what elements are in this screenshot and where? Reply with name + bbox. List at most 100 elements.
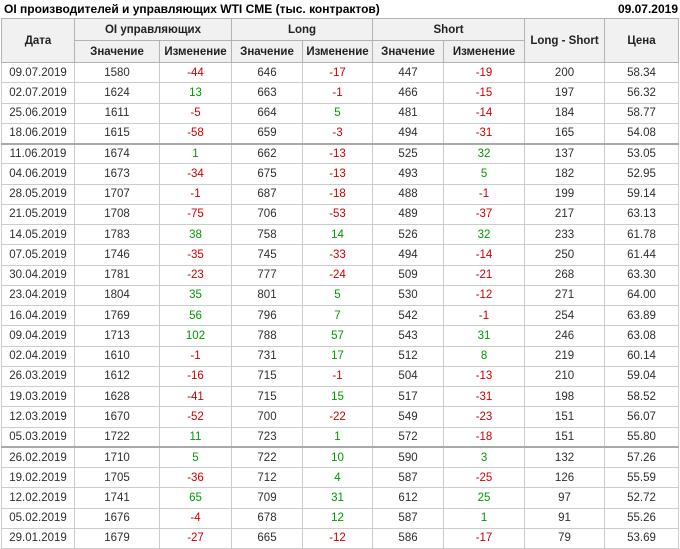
cell-oi-change: 102 [159,325,232,347]
cell-oi-change: -75 [159,203,232,226]
cell-long-short: 217 [524,203,606,226]
cell-long-short: 79 [524,527,606,549]
cell-long-change: 14 [301,223,374,246]
report-date: 09.07.2019 [617,2,678,16]
cell-long-value: 723 [231,426,303,448]
table-row: 25.06.2019 1611 -5 664 5 481 -14 184 58.… [1,102,680,124]
cell-oi-change: -1 [159,183,232,205]
cell-long-short: 197 [524,82,606,104]
cell-date: 04.06.2019 [1,163,75,185]
cell-short-change: -21 [443,264,526,286]
cell-oi-change: 13 [159,82,232,104]
cell-oi-change: -16 [159,365,232,388]
cell-date: 18.06.2019 [1,122,75,145]
cell-short-value: 489 [372,203,445,226]
cell-short-value: 481 [372,102,445,124]
col-header-short-change: Изменение [443,40,526,63]
cell-date: 02.07.2019 [1,82,75,104]
col-header-price: Цена [604,18,680,63]
cell-oi-value: 1707 [74,183,160,205]
cell-short-value: 512 [372,345,445,367]
col-group-oi: OI управляющих [74,18,232,41]
cell-date: 29.01.2019 [1,527,75,549]
oi-table: Дата OI управляющих Long Short Long - Sh… [1,18,680,549]
cell-long-change: -1 [301,365,374,388]
col-header-long-change: Изменение [301,40,374,63]
cell-long-value: 745 [231,244,303,266]
cell-oi-value: 1713 [74,325,160,347]
cell-short-change: -18 [443,426,526,448]
cell-long-value: 709 [231,487,303,509]
cell-price: 55.26 [604,507,680,529]
table-row: 26.03.2019 1612 -16 715 -1 504 -13 210 5… [1,365,680,388]
cell-long-short: 271 [524,284,606,307]
cell-long-value: 758 [231,223,303,246]
cell-long-short: 97 [524,487,606,509]
cell-price: 54.08 [604,122,680,145]
cell-long-value: 678 [231,507,303,529]
title-bar: OI производителей и управляющих WTI CME … [0,0,680,18]
table-row: 09.07.2019 1580 -44 646 -17 447 -19 200 … [1,61,680,84]
cell-oi-change: -1 [159,345,232,367]
cell-long-value: 675 [231,163,303,185]
cell-long-change: -13 [301,163,374,185]
cell-long-change: 1 [301,426,374,448]
cell-long-short: 132 [524,446,606,469]
table-row: 07.05.2019 1746 -35 745 -33 494 -14 250 … [1,244,680,266]
cell-long-value: 712 [231,466,303,489]
table-row: 19.02.2019 1705 -36 712 4 587 -25 126 55… [1,466,680,489]
cell-price: 59.14 [604,183,680,205]
cell-short-value: 504 [372,365,445,388]
table-row: 16.04.2019 1769 56 796 7 542 -1 254 63.8… [1,304,680,327]
cell-date: 19.02.2019 [1,466,75,489]
cell-oi-change: -27 [159,527,232,549]
cell-long-value: 700 [231,406,303,428]
cell-price: 61.78 [604,223,680,246]
cell-oi-value: 1708 [74,203,160,226]
table-row: 05.03.2019 1722 11 723 1 572 -18 151 55.… [1,426,680,448]
cell-short-change: -1 [443,304,526,327]
cell-date: 12.03.2019 [1,406,75,428]
col-header-long-value: Значение [231,40,303,63]
cell-oi-value: 1722 [74,426,160,448]
cell-long-value: 715 [231,365,303,388]
table-row: 02.04.2019 1610 -1 731 17 512 8 219 60.1… [1,345,680,367]
col-group-long: Long [230,18,374,41]
cell-oi-change: -34 [159,163,232,185]
cell-oi-value: 1670 [74,406,160,428]
cell-long-change: 57 [301,325,374,347]
table-row: 04.06.2019 1673 -34 675 -13 493 5 182 52… [1,163,680,185]
cell-short-change: 5 [443,163,526,185]
table-row: 29.01.2019 1679 -27 665 -12 586 -17 79 5… [1,527,680,549]
cell-date: 21.05.2019 [1,203,75,226]
cell-long-value: 663 [231,82,303,104]
cell-long-change: -33 [301,244,374,266]
cell-long-value: 788 [231,325,303,347]
cell-long-short: 151 [524,406,606,428]
cell-short-value: 549 [372,406,445,428]
cell-short-change: -12 [443,284,526,307]
table-row: 02.07.2019 1624 13 663 -1 466 -15 197 56… [1,82,680,104]
table-row: 18.06.2019 1615 -58 659 -3 494 -31 165 5… [1,122,680,145]
table-body: 09.07.2019 1580 -44 646 -17 447 -19 200 … [1,61,680,549]
cell-long-change: 7 [301,304,374,327]
cell-oi-value: 1628 [74,385,160,408]
cell-oi-change: 1 [159,142,232,165]
cell-oi-change: -41 [159,385,232,408]
cell-short-change: -1 [443,183,526,205]
cell-oi-value: 1679 [74,527,160,549]
cell-short-value: 526 [372,223,445,246]
cell-long-value: 687 [231,183,303,205]
cell-short-value: 488 [372,183,445,205]
cell-short-value: 587 [372,466,445,489]
cell-short-value: 572 [372,426,445,448]
cell-long-short: 198 [524,385,606,408]
cell-long-change: -53 [301,203,374,226]
cell-price: 58.52 [604,385,680,408]
cell-short-value: 447 [372,61,445,84]
cell-date: 07.05.2019 [1,244,75,266]
cell-long-short: 254 [524,304,606,327]
cell-date: 23.04.2019 [1,284,75,307]
cell-short-change: -14 [443,244,526,266]
cell-long-value: 664 [231,102,303,124]
